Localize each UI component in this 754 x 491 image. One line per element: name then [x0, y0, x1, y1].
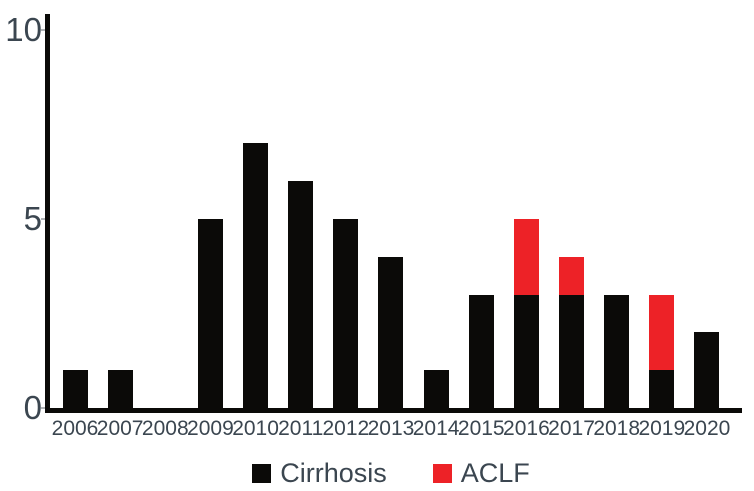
- y-tick-mark-5: [41, 218, 46, 220]
- y-tick-label-10: 10: [5, 11, 42, 48]
- x-tick-label-2006: 2006: [51, 417, 99, 440]
- bar-cirrhosis-2013: [378, 256, 404, 408]
- bar-cirrhosis-2020: [694, 332, 720, 408]
- bar-cirrhosis-2019: [649, 370, 675, 408]
- bar-cirrhosis-2011: [288, 181, 314, 408]
- bar-cirrhosis-2017: [559, 294, 585, 408]
- bar-aclf-2016: [513, 219, 539, 295]
- legend-label-cirrhosis: Cirrhosis: [280, 458, 387, 488]
- bar-cirrhosis-2015: [468, 294, 494, 408]
- bar-cirrhosis-2007: [107, 370, 133, 408]
- bar-cirrhosis-2012: [333, 219, 359, 408]
- bar-cirrhosis-2009: [197, 219, 223, 408]
- x-tick-label-2010: 2010: [232, 417, 279, 440]
- x-tick-label-2011: 2011: [278, 417, 324, 440]
- legend-label-aclf: ACLF: [460, 458, 530, 488]
- x-tick-label-2016: 2016: [503, 417, 550, 440]
- bar-cirrhosis-2014: [423, 370, 449, 408]
- x-tick-label-2017: 2017: [548, 417, 595, 440]
- x-tick-label-2019: 2019: [638, 417, 686, 440]
- y-tick-mark-10: [41, 29, 46, 31]
- plot-area: [45, 14, 742, 413]
- y-tick-mark-0: [41, 407, 46, 409]
- y-tick-label-5: 5: [23, 200, 42, 237]
- legend: Cirrhosis ACLF: [0, 459, 754, 487]
- bar-cirrhosis-2006: [62, 370, 88, 408]
- x-tick-label-2012: 2012: [322, 417, 370, 440]
- x-tick-label-2020: 2020: [683, 417, 731, 440]
- legend-swatch-cirrhosis: [252, 463, 272, 483]
- bar-cirrhosis-2016: [513, 294, 539, 408]
- x-tick-label-2018: 2018: [593, 417, 641, 440]
- x-tick-label-2015: 2015: [457, 417, 505, 440]
- x-tick-label-2009: 2009: [187, 417, 234, 440]
- bar-aclf-2019: [649, 294, 675, 371]
- x-tick-label-2013: 2013: [367, 417, 415, 440]
- legend-item-aclf: ACLF: [432, 458, 530, 488]
- bar-cirrhosis-2010: [243, 143, 269, 408]
- x-tick-label-2014: 2014: [412, 417, 460, 440]
- x-tick-label-2008: 2008: [141, 417, 189, 440]
- legend-swatch-aclf: [432, 463, 452, 483]
- legend-item-cirrhosis: Cirrhosis: [252, 459, 387, 487]
- bar-aclf-2017: [559, 256, 585, 295]
- bar-cirrhosis-2018: [604, 294, 630, 408]
- y-tick-label-0: 0: [23, 389, 42, 426]
- x-tick-label-2007: 2007: [96, 417, 144, 440]
